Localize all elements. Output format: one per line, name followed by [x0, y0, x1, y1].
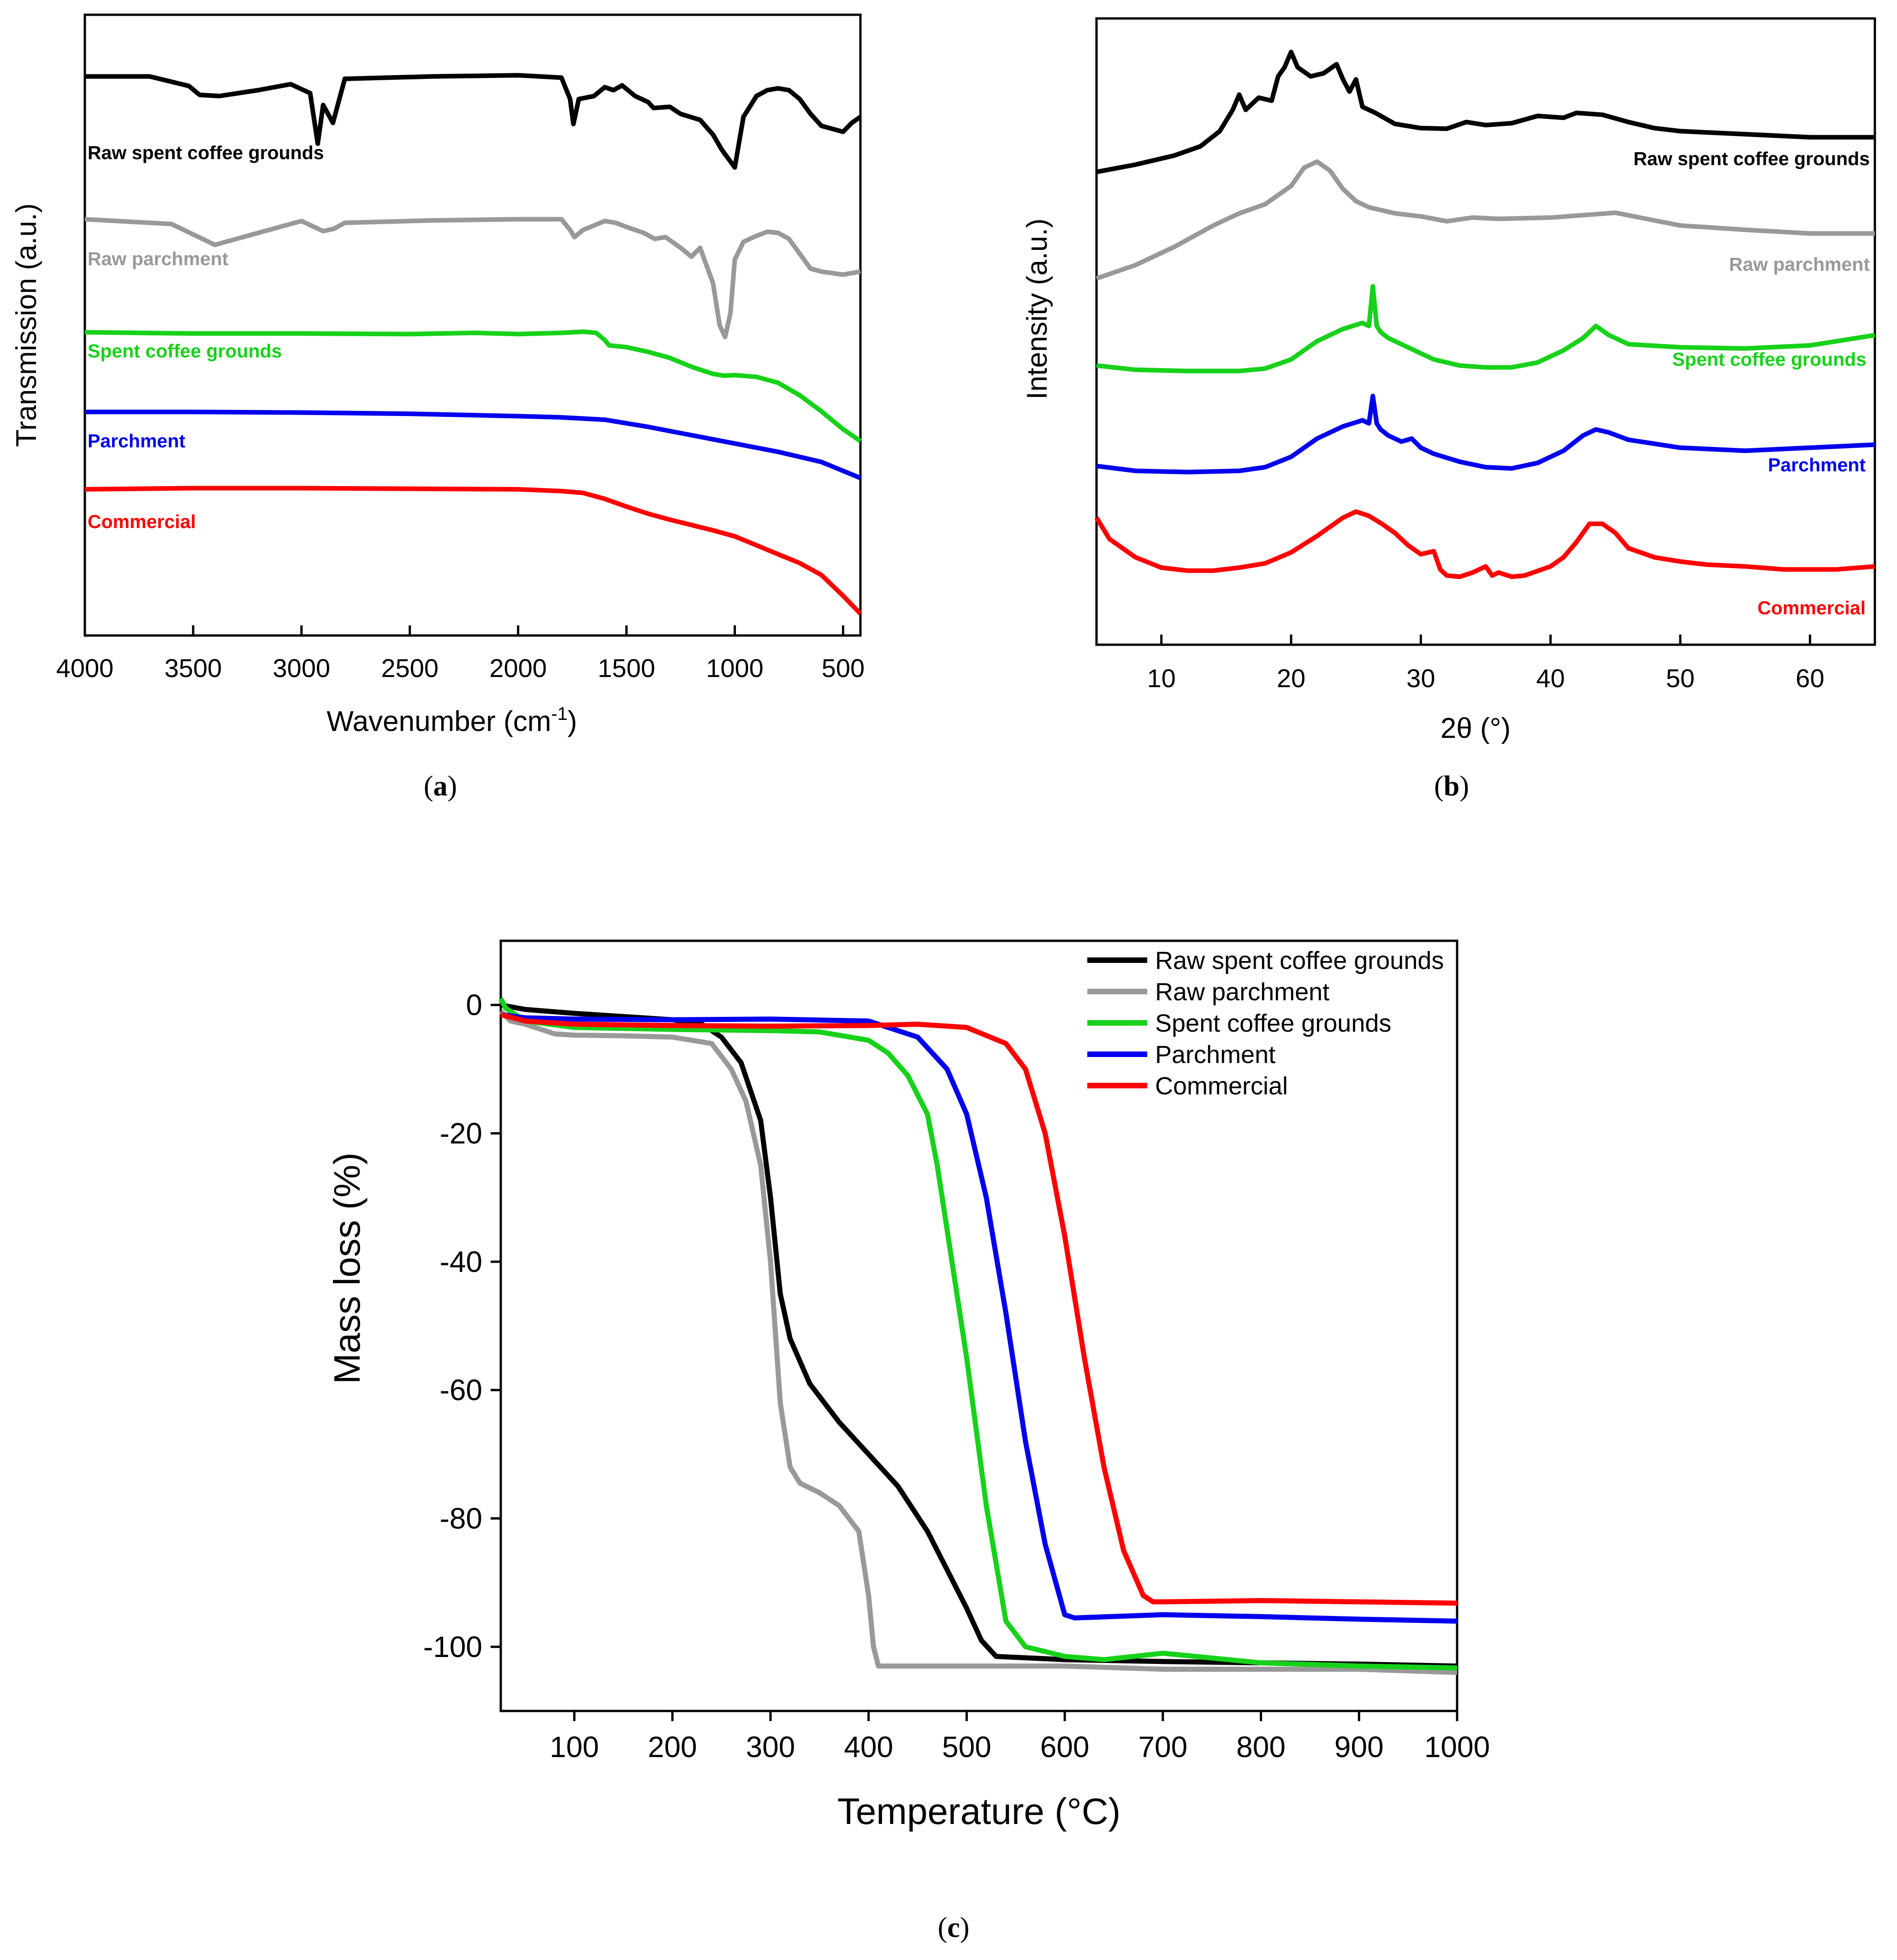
panel-b-x-axis-title: 2θ (°): [1441, 713, 1511, 744]
panel-a-x-tick-label: 4000: [56, 653, 114, 683]
panel-a-plot-frame: [83, 13, 862, 637]
panel-a-series-raw-spent-coffee-grounds: [85, 73, 862, 170]
panel-c-x-tick-label: 300: [746, 1730, 795, 1764]
panel-c-y-ticks: 0 -20 -40 -60 -80 -100: [423, 988, 501, 1663]
panel-b-series-labels: Raw spent coffee grounds Raw parchment S…: [1633, 148, 1870, 618]
panel-c-x-tick-label: 600: [1040, 1730, 1090, 1764]
panel-a-caption-open: (: [424, 771, 433, 802]
panel-a-label-raw-parchment: Raw parchment: [88, 248, 229, 269]
panel-b-series-group: [1094, 49, 1875, 579]
panel-b-x-tick-label: 10: [1147, 664, 1176, 693]
legend-label-spent-coffee-grounds: Spent coffee grounds: [1155, 1010, 1391, 1037]
panel-a-y-axis-title: Transmission (a.u.): [11, 203, 42, 447]
panel-c-legend: Raw spent coffee grounds Raw parchment S…: [1087, 947, 1444, 1100]
panel-b-x-tick-label: 20: [1277, 664, 1305, 693]
legend-label-raw-parchment: Raw parchment: [1155, 978, 1329, 1006]
panel-b-caption-letter: b: [1444, 771, 1459, 802]
panel-a-x-tick-label: 500: [822, 653, 865, 683]
panel-c-series-spent-coffee-grounds: [498, 997, 1458, 1671]
panel-c-y-axis-title: Mass loss (%): [326, 1152, 368, 1384]
panel-a-series-spent-coffee-grounds: [84, 329, 862, 443]
panel-b-x-tick-label: 30: [1406, 664, 1435, 693]
panel-b-series-raw-parchment: [1096, 159, 1875, 281]
panel-a-x-tick-label: 2500: [381, 653, 439, 683]
panel-c-x-tick-label: 800: [1236, 1730, 1286, 1764]
panel-c-caption-close: ): [960, 1912, 970, 1943]
panel-a-series-parchment: [85, 410, 861, 481]
panel-a-series-group: [84, 73, 862, 616]
legend-label-parchment: Parchment: [1155, 1041, 1275, 1069]
panel-c-y-tick-label: -40: [440, 1245, 483, 1278]
panel-c-x-tick-label: 200: [648, 1730, 697, 1764]
panel-b-series-raw-spent-coffee-grounds: [1096, 49, 1875, 174]
panel-c-y-tick-label: -80: [440, 1502, 483, 1535]
panel-a-caption: (a): [424, 771, 457, 802]
panel-a-x-axis-title-end: ): [568, 706, 577, 737]
panel-a-series-commercial: [84, 486, 862, 616]
panel-c-y-tick-label: -100: [423, 1630, 482, 1663]
panel-b-label-raw-parchment: Raw parchment: [1729, 254, 1870, 275]
panel-a-series-labels: Raw spent coffee grounds Raw parchment S…: [88, 142, 324, 532]
panel-a-x-ticks: 4000 3500 3000 2500 2000 1500 1000 500: [56, 625, 865, 683]
panel-a-x-tick-label: 1500: [598, 653, 655, 683]
panel-b-label-raw-spent-coffee-grounds: Raw spent coffee grounds: [1633, 148, 1870, 169]
panel-a-x-axis-title-superscript: -1: [551, 704, 568, 724]
panel-a-x-tick-label: 1000: [706, 653, 764, 683]
panel-b-plot-frame: [1095, 17, 1876, 646]
panel-a-series-raw-parchment: [84, 217, 861, 339]
panel-c-y-tick-label: -20: [440, 1117, 483, 1150]
panel-b-caption-open: (: [1434, 771, 1444, 802]
panel-a-x-tick-label: 3000: [273, 653, 331, 683]
panel-c-x-tick-label: 100: [550, 1730, 599, 1764]
panel-c-plot-frame: [499, 939, 1458, 1712]
panel-a-x-tick-label: 3500: [165, 653, 222, 683]
panel-b-x-tick-label: 60: [1796, 664, 1824, 693]
panel-c-x-tick-label: 500: [942, 1730, 991, 1764]
panel-a-label-parchment: Parchment: [88, 430, 185, 451]
panel-c-tga-chart: 100 200 300 400 500 600 700 800 900 1000 0 -20 -40 -…: [326, 939, 1490, 1943]
panel-b-series-commercial: [1094, 509, 1875, 579]
panel-c-series-parchment: [500, 1012, 1458, 1624]
panel-b-label-parchment: Parchment: [1768, 454, 1866, 475]
panel-c-caption: (c): [938, 1912, 970, 1943]
panel-c-y-tick-label: -60: [440, 1373, 483, 1407]
panel-c-series-commercial: [500, 1012, 1458, 1606]
panel-a-caption-close: ): [448, 771, 457, 802]
panel-c-x-tick-label: 900: [1334, 1730, 1384, 1764]
panel-a-label-spent-coffee-grounds: Spent coffee grounds: [88, 340, 282, 362]
legend-label-raw-spent-coffee-grounds: Raw spent coffee grounds: [1155, 947, 1444, 974]
panel-c-caption-open: (: [938, 1912, 948, 1943]
panel-c-x-ticks: 100 200 300 400 500 600 700 800 900 1000: [550, 1711, 1490, 1764]
panel-b-label-commercial: Commercial: [1757, 597, 1866, 618]
panel-c-caption-letter: c: [947, 1912, 960, 1943]
panel-b-series-spent-coffee-grounds: [1096, 284, 1875, 374]
panel-a-caption-letter: a: [433, 771, 448, 802]
panel-c-x-tick-label: 700: [1138, 1730, 1187, 1764]
panel-c-series-raw-parchment: [499, 1010, 1458, 1675]
panel-c-x-tick-label: 400: [844, 1730, 893, 1764]
panel-b-x-tick-label: 50: [1666, 664, 1695, 693]
panel-a-label-commercial: Commercial: [88, 511, 196, 532]
panel-b-caption: (b): [1434, 771, 1469, 802]
panel-c-x-axis-title: Temperature (°C): [837, 1791, 1120, 1832]
panel-b-x-tick-label: 40: [1536, 664, 1565, 693]
panel-b-x-ticks: 10 20 30 40 50 60: [1147, 635, 1824, 693]
panel-a-x-axis-title: Wavenumber (cm-1): [326, 704, 577, 737]
panel-b-series-parchment: [1096, 393, 1875, 475]
panel-b-y-axis-title: Intensity (a.u.): [1021, 219, 1053, 400]
panel-b-label-spent-coffee-grounds: Spent coffee grounds: [1672, 349, 1867, 370]
panel-a-ftir-chart: 4000 3500 3000 2500 2000 1500 1000 500 Raw spen…: [11, 13, 865, 802]
panel-c-x-tick-label: 1000: [1424, 1730, 1490, 1764]
panel-a-label-raw-spent-coffee-grounds: Raw spent coffee grounds: [88, 142, 324, 163]
legend-label-commercial: Commercial: [1155, 1072, 1288, 1100]
panel-b-xrd-chart: 10 20 30 40 50 60 Raw spent coffee grounds Ra…: [1021, 17, 1876, 802]
panel-c-series-group: [498, 997, 1458, 1675]
panel-a-x-tick-label: 2000: [489, 653, 547, 683]
panel-a-x-axis-title-main: Wavenumber (cm: [326, 706, 551, 737]
panel-c-y-tick-label: 0: [466, 988, 482, 1022]
panel-b-caption-close: ): [1459, 771, 1469, 802]
